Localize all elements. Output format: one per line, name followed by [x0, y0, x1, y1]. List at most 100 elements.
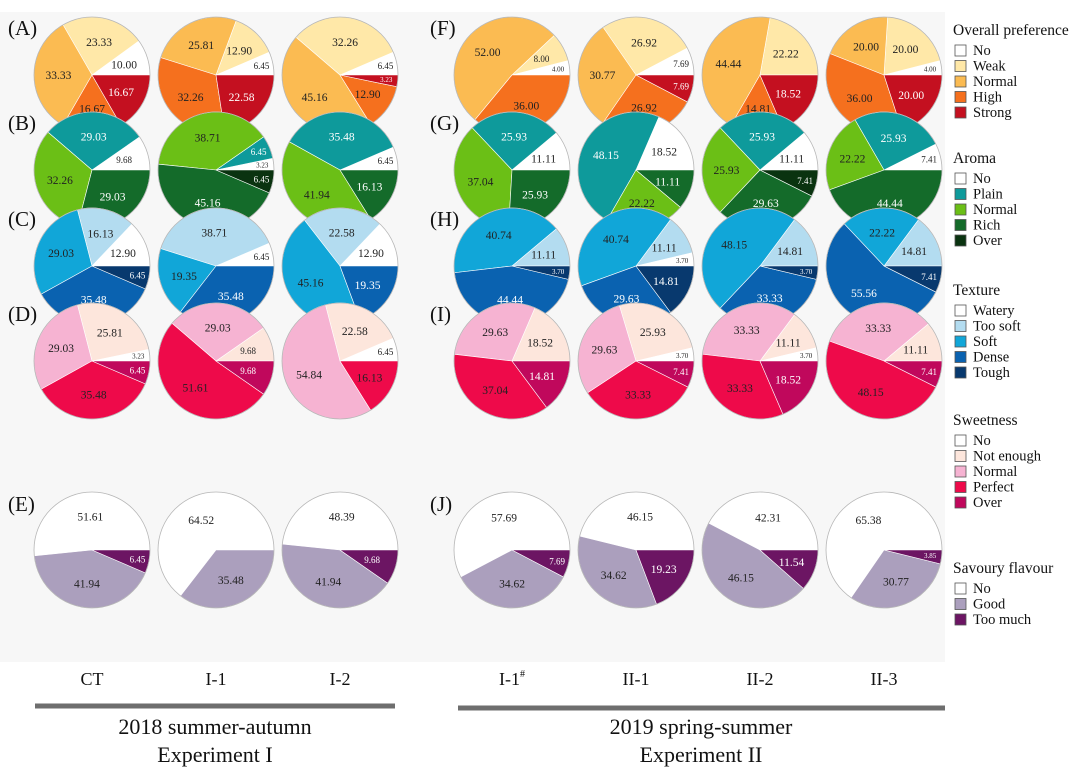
slice-value-label: 41.94	[74, 578, 100, 590]
slice-value-label: 12.90	[226, 46, 252, 58]
legend-swatch-no	[954, 582, 967, 595]
slice-value-label: 33.33	[757, 293, 783, 305]
slice-value-label: 11.11	[903, 345, 928, 357]
pie-j-ii-1: 46.15 34.62 19.23	[577, 491, 695, 609]
legend-swatch-over	[954, 234, 967, 247]
legend-swatch-no	[954, 172, 967, 185]
slice-value-label: 46.15	[627, 512, 653, 524]
pie-outline	[825, 302, 943, 420]
slice-value-label: 41.94	[304, 189, 330, 201]
pie-d-i-2: 6.45 22.58 54.84 16.13	[281, 302, 399, 420]
slice-value-label: 6.45	[130, 366, 146, 376]
slice-value-label: 30.77	[883, 577, 909, 589]
slice-value-label: 16.13	[356, 181, 382, 193]
experiment-ii-line1: 2019 spring-summer	[610, 714, 793, 739]
legend-item-good: Good	[973, 597, 1006, 613]
slice-value-label: 41.94	[315, 577, 341, 589]
slice-value-label: 6.45	[254, 61, 270, 71]
panel-letter-g: (G)	[430, 111, 459, 135]
column-labels-layer: CT I-1 I-2 I-1# II-1 II-2 II-3	[80, 669, 897, 689]
slice-value-label: 12.90	[355, 89, 381, 101]
slice-value-label: 3.70	[800, 352, 813, 360]
slice-value-label: 22.58	[229, 92, 255, 104]
slice-value-label: 48.15	[593, 150, 619, 162]
slice-value-label: 33.33	[727, 383, 753, 395]
column-label-i-1: I-1	[206, 669, 227, 689]
slice-value-label: 29.63	[482, 327, 508, 339]
pie-i-i-1: 18.52 29.63 37.04 14.81	[453, 302, 571, 420]
slice-value-label: 6.45	[251, 147, 267, 157]
pie-j-ii-3: 65.38 30.77 3.85	[825, 491, 943, 609]
slice-value-label: 20.00	[892, 44, 918, 56]
slice-value-label: 51.61	[182, 383, 208, 395]
slice-value-label: 45.16	[195, 198, 221, 210]
legend-item-not-enough: Not enough	[973, 449, 1042, 465]
slice-value-label: 57.69	[491, 512, 517, 524]
legend-swatch-normal	[954, 75, 967, 88]
slice-value-label: 18.52	[651, 147, 677, 159]
legend-swatch-strong	[954, 106, 967, 119]
pie-d-ct: 3.23 25.81 29.03 35.48 6.45	[33, 302, 151, 420]
slice-value-label: 3.70	[800, 268, 813, 276]
slice-value-label: 6.45	[254, 252, 270, 262]
slice-value-label: 9.68	[116, 155, 132, 165]
legend-item-soft: Soft	[973, 334, 997, 350]
slice-value-label: 33.33	[625, 390, 651, 402]
experiment-ii-line2: Experiment II	[640, 742, 763, 767]
slice-value-label: 3.70	[676, 352, 689, 360]
slice-value-label: 45.16	[298, 277, 324, 289]
slice-value-label: 14.81	[901, 246, 927, 258]
legend-item-tough: Tough	[973, 365, 1011, 381]
slice-value-label: 40.74	[603, 234, 629, 246]
pie-outline	[577, 302, 695, 420]
slice-value-label: 11.11	[531, 250, 556, 262]
slice-value-label: 14.81	[529, 371, 555, 383]
slice-value-label: 19.23	[651, 564, 677, 576]
pie-b-i-2: 6.45 35.48 41.94 16.13	[281, 111, 399, 229]
slice-value-label: 18.52	[775, 89, 801, 101]
slice-value-label: 9.68	[240, 366, 256, 376]
panel-letter-i: (I)	[430, 302, 451, 326]
legend-item-rich: Rich	[973, 218, 1001, 234]
slice-value-label: 3.23	[380, 76, 393, 84]
legend-title-savoury-flavour: Savoury flavour	[953, 560, 1054, 577]
slice-value-label: 7.41	[921, 154, 937, 164]
slice-value-label: 29.63	[753, 198, 779, 210]
legend-item-watery: Watery	[973, 303, 1015, 319]
slice-value-label: 9.68	[240, 346, 256, 356]
legend-swatch-too-much	[954, 613, 967, 626]
slice-value-label: 38.71	[195, 133, 221, 145]
slice-value-label: 25.93	[881, 133, 907, 145]
slice-value-label: 6.45	[130, 555, 146, 565]
column-label-ii-2: II-2	[747, 669, 774, 689]
pie-g-ii-3: 7.41 25.93 22.22 44.44	[825, 111, 943, 229]
slice-value-label: 51.61	[77, 511, 103, 523]
legend-item-no: No	[973, 171, 991, 187]
legend-title-aroma: Aroma	[953, 150, 996, 167]
pie-d-i-1: 9.68 29.03 51.61 9.68	[157, 302, 275, 420]
slice-value-label: 4.00	[552, 66, 565, 74]
slice-value-label: 7.69	[673, 81, 689, 91]
slice-value-label: 35.48	[218, 291, 244, 303]
slice-value-label: 22.58	[342, 326, 368, 338]
slice-value-label: 48.15	[721, 239, 747, 251]
pie-outline	[453, 302, 571, 420]
pie-i-ii-2: 3.70 11.11 33.33 33.33 18.52	[701, 302, 819, 420]
slice-value-label: 22.22	[629, 198, 655, 210]
slice-value-label: 48.39	[329, 511, 355, 523]
pie-h-ii-3: 14.81 22.22 55.56 7.41	[825, 207, 943, 325]
panel-letter-f: (F)	[430, 16, 456, 40]
legend-item-normal: Normal	[973, 202, 1017, 218]
pie-outline	[281, 302, 399, 420]
slice-value-label: 25.93	[640, 327, 666, 339]
slice-value-label: 34.62	[601, 570, 627, 582]
slice-value-label: 37.04	[467, 177, 493, 189]
slice-value-label: 30.77	[589, 70, 615, 82]
slice-value-label: 7.41	[797, 176, 813, 186]
column-label-ii-3: II-3	[871, 669, 898, 689]
pies-layer: (A)10.0023.3333.3316.6716.676.4512.9025.…	[8, 16, 943, 609]
slice-value-label: 32.26	[332, 37, 358, 49]
experiment-i-line2: Experiment I	[157, 742, 272, 767]
slice-value-label: 64.52	[188, 515, 214, 527]
legend-swatch-no	[954, 44, 967, 57]
